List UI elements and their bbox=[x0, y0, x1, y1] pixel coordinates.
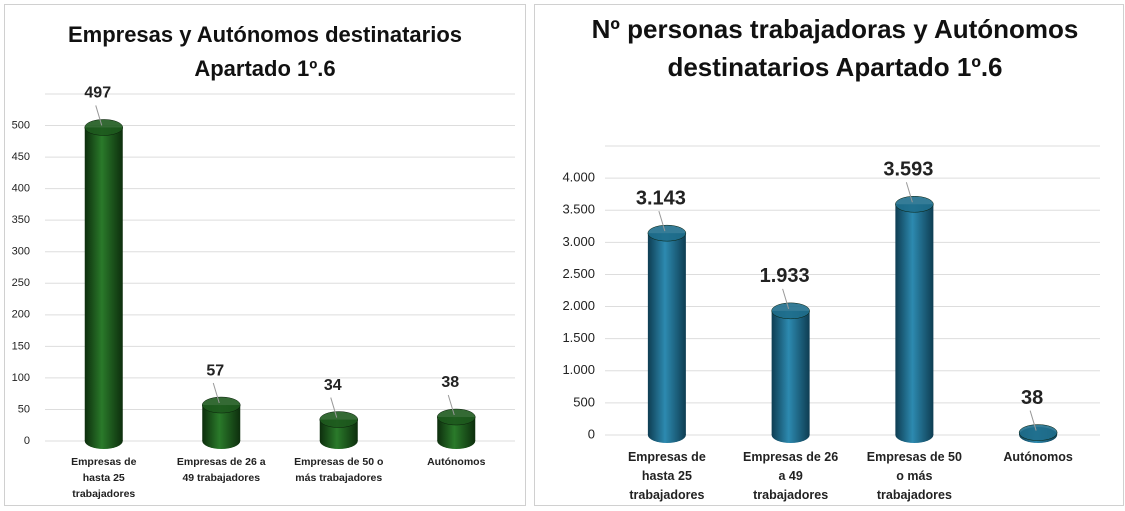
leader-line bbox=[95, 105, 103, 126]
value-label: 3.143 bbox=[636, 187, 686, 209]
value-label: 57 bbox=[206, 362, 224, 379]
x-tick-label: Empresas de 26 a 49 trabajadores bbox=[743, 450, 839, 502]
bar-top bbox=[84, 119, 123, 136]
y-tick-label: 300 bbox=[12, 246, 30, 258]
x-tick-label: Empresas de 26 a 49 trabajadores bbox=[176, 456, 266, 484]
bar-top bbox=[202, 396, 241, 414]
y-tick-label: 2.500 bbox=[562, 266, 595, 281]
y-tick-label: 1.000 bbox=[562, 362, 595, 377]
leader-line bbox=[1029, 410, 1037, 431]
leader-line bbox=[212, 382, 220, 404]
y-tick-label: 50 bbox=[18, 403, 30, 415]
y-tick-label: 3.500 bbox=[562, 202, 595, 217]
y-tick-label: 250 bbox=[12, 277, 30, 289]
leader-line bbox=[330, 397, 338, 418]
x-tick-label: Empresas de 50 o más trabajadores bbox=[294, 456, 384, 484]
x-tick-label: Empresas de hasta 25 trabajadores bbox=[627, 450, 706, 502]
y-tick-label: 0 bbox=[24, 435, 30, 447]
value-label: 38 bbox=[1021, 387, 1043, 409]
value-label: 3.593 bbox=[883, 159, 933, 181]
x-tick-label: Empresas de 50 o más trabajadores bbox=[866, 450, 962, 502]
y-tick-label: 2.000 bbox=[562, 298, 595, 313]
bar-top bbox=[895, 195, 934, 213]
y-tick-label: 500 bbox=[573, 394, 595, 409]
y-tick-label: 450 bbox=[12, 151, 30, 163]
value-label: 1.933 bbox=[760, 265, 810, 287]
leader-line bbox=[905, 182, 913, 203]
bar-top bbox=[319, 411, 358, 428]
bar-top bbox=[647, 224, 687, 242]
x-tick-label: Autónomos bbox=[1003, 450, 1073, 464]
y-tick-label: 400 bbox=[12, 183, 30, 195]
y-tick-label: 3.000 bbox=[562, 234, 595, 249]
leader-line bbox=[782, 288, 790, 310]
y-tick-label: 4.000 bbox=[562, 170, 595, 185]
y-tick-label: 150 bbox=[12, 340, 30, 352]
y-tick-label: 1.500 bbox=[562, 330, 595, 345]
bar-base bbox=[437, 433, 476, 449]
y-tick-label: 0 bbox=[588, 426, 595, 441]
chart-title: Empresas y Autónomos destinatarios Apart… bbox=[67, 22, 463, 81]
chart-panel bbox=[534, 4, 1124, 506]
y-tick-label: 200 bbox=[12, 309, 30, 321]
bar-base bbox=[771, 427, 810, 443]
bar-base bbox=[647, 427, 686, 443]
leader-line bbox=[447, 394, 455, 416]
value-label: 34 bbox=[324, 377, 342, 394]
chart-title: Nº personas trabajadoras y Autónomos des… bbox=[591, 14, 1079, 82]
x-tick-label: Empresas de hasta 25 trabajadores bbox=[71, 456, 137, 500]
value-label: 497 bbox=[84, 85, 111, 102]
y-tick-label: 500 bbox=[12, 119, 30, 131]
y-tick-label: 100 bbox=[12, 372, 30, 384]
bar-base bbox=[84, 433, 123, 449]
y-tick-label: 350 bbox=[12, 214, 30, 226]
leader-line bbox=[658, 211, 666, 232]
bar bbox=[771, 310, 810, 435]
bar bbox=[895, 204, 934, 435]
bar bbox=[647, 233, 686, 435]
x-tick-label: Autónomos bbox=[427, 456, 486, 468]
bar-top bbox=[437, 408, 476, 426]
bar-base bbox=[319, 433, 358, 449]
value-label: 38 bbox=[441, 374, 459, 391]
bar-base bbox=[202, 433, 241, 449]
bar-top bbox=[1018, 424, 1058, 441]
bar bbox=[84, 127, 123, 442]
bar-top bbox=[771, 302, 810, 320]
bar-base bbox=[895, 427, 934, 443]
